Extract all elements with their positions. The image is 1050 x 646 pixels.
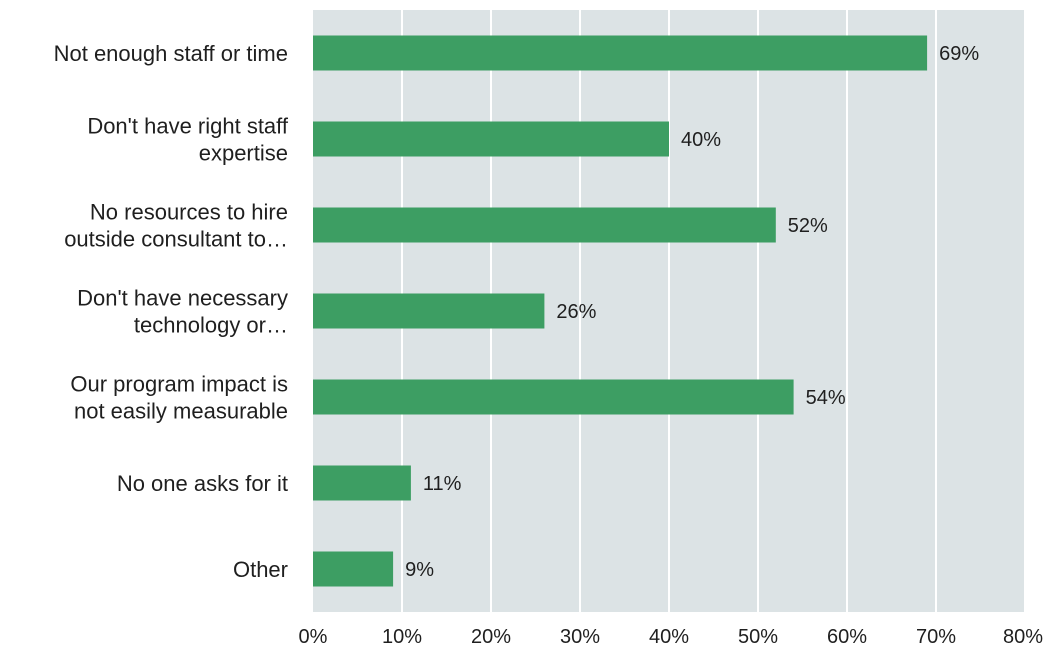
category-label-5: No one asks for it [117,471,288,496]
bars [313,35,928,587]
data-label-1: 40% [681,129,721,151]
category-label-2-line-0: No resources to hire [90,200,288,225]
tick-label-60: 60% [827,626,867,646]
bar-0 [313,35,928,71]
category-label-4-line-0: Our program impact is [70,372,288,397]
category-label-1: Don't have right staff expertise [87,114,289,166]
tick-label-80: 80% [1003,626,1043,646]
data-label-5: 11% [423,473,462,495]
bar-6 [313,551,394,587]
tick-label-20: 20% [471,626,511,646]
x-axis-tick-labels: 0% 10% 20% 30% 40% 50% 60% 70% 80% [299,626,1044,646]
data-labels: 69% 40% 52% 26% 54% 11% 9% [405,43,979,581]
category-label-0-line-0: Not enough staff or time [54,41,288,66]
bar-4 [313,379,794,415]
category-label-6: Other [233,557,288,582]
category-label-2: No resources to hire outside consultant t… [64,200,288,252]
tick-label-70: 70% [916,626,956,646]
category-label-5-line-0: No one asks for it [117,471,288,496]
tick-label-0: 0% [299,626,328,646]
category-label-3-line-1: technology or… [134,313,288,338]
data-label-3: 26% [556,301,596,323]
category-labels: Not enough staff or time Don't have right… [54,41,289,582]
data-label-0: 69% [939,43,979,65]
data-label-4: 54% [806,387,846,409]
bar-5 [313,465,411,501]
bar-2 [313,207,776,243]
category-label-6-line-0: Other [233,557,288,582]
tick-label-40: 40% [649,626,689,646]
category-label-4: Our program impact is not easily measurab… [70,372,288,424]
category-label-1-line-0: Don't have right staff [87,114,289,139]
data-label-2: 52% [788,215,828,237]
data-label-6: 9% [405,559,434,581]
tick-label-30: 30% [560,626,600,646]
category-label-2-line-1: outside consultant to… [64,227,288,252]
tick-label-50: 50% [738,626,778,646]
category-label-1-line-1: expertise [199,141,288,166]
tick-label-10: 10% [382,626,422,646]
category-label-3: Don't have necessary technology or… [77,286,288,338]
bar-1 [313,121,669,157]
category-label-3-line-0: Don't have necessary [77,286,288,311]
category-label-0: Not enough staff or time [54,41,288,66]
category-label-4-line-1: not easily measurable [74,399,288,424]
bar-3 [313,293,545,329]
